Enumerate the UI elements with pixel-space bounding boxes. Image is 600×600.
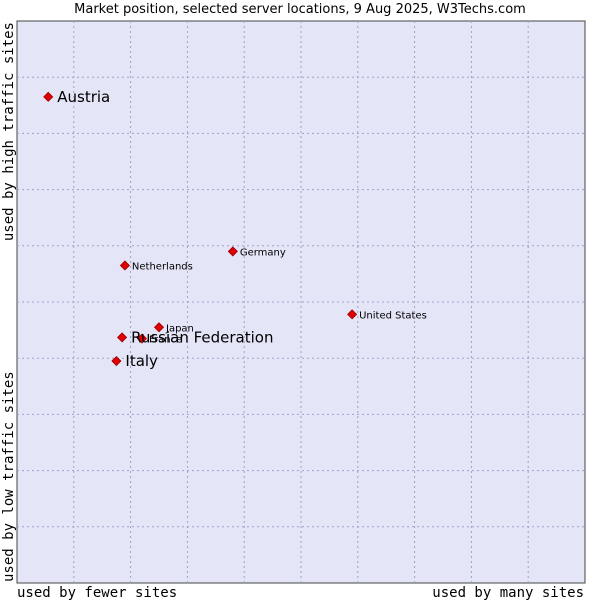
x-axis-label-left: used by fewer sites [17,585,177,600]
chart-title: Market position, selected server locatio… [74,2,526,17]
y-axis-label-bottom: used by low traffic sites [1,371,17,582]
grid [17,21,585,583]
point-label-italy: Italy [125,352,158,370]
point-label-austria: Austria [57,88,110,106]
point-marker-russian-federation [117,332,128,343]
point-label-germany: Germany [240,247,286,258]
point-marker-netherlands [119,260,130,271]
point-label-japan: Japan [165,323,194,334]
y-axis-label-top: used by high traffic sites [1,22,17,241]
point-marker-italy [111,355,122,367]
data-points: Austria Germany Netherlands United States Ja… [43,88,427,370]
point-marker-france [136,333,148,344]
point-marker-japan [153,322,165,333]
point-label-united-states: United States [359,310,427,321]
point-label-russian-federation: Russian Federation [131,328,273,346]
point-label-france: France [149,335,182,346]
point-marker-austria [43,91,54,102]
point-label-netherlands: Netherlands [132,261,193,272]
point-marker-united-states [347,309,358,320]
x-axis-label-right: used by many sites [432,585,584,600]
point-marker-germany [227,246,238,257]
